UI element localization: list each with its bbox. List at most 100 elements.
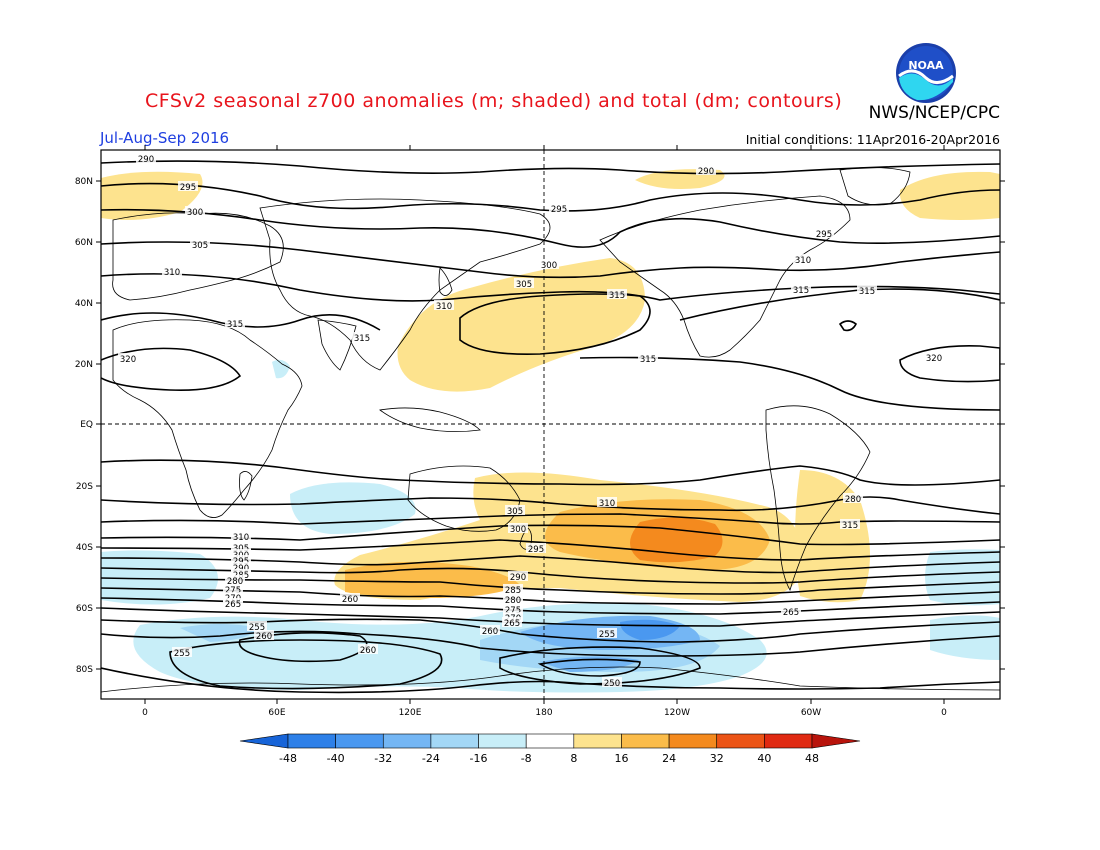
coastline-south-america	[765, 405, 871, 592]
contour-label-bg	[924, 352, 944, 362]
contour-label: 315	[842, 521, 858, 531]
contour-label: 275	[225, 586, 241, 596]
contour-255-loop-west	[238, 632, 368, 663]
contour-label-bg	[840, 519, 860, 529]
colorbar-swatch	[430, 733, 479, 749]
contour-label: 315	[640, 355, 656, 365]
coastlines	[101, 167, 1000, 693]
contour-label-bg	[340, 593, 360, 603]
contour-label: 300	[510, 525, 526, 535]
anomaly-south-indian-small	[272, 359, 290, 379]
contour-270-south	[101, 607, 1000, 627]
axis-ticks: 80N 60N 40N 20N EQ 20S 40S 60S 80S 0 60E 120E 180 120…	[75, 145, 1005, 718]
contour-label: 260	[482, 627, 498, 637]
anomaly-arctic-east	[899, 171, 1000, 220]
colorbar-label: 40	[757, 752, 771, 765]
colorbar-label: -40	[327, 752, 345, 765]
colorbar-label: 24	[662, 752, 676, 765]
contour-label: 295	[816, 230, 832, 240]
contour-label: 290	[510, 573, 526, 583]
colorbar-swatch	[764, 733, 813, 749]
contour-305-north	[101, 241, 1000, 279]
contour-label-bg	[508, 523, 528, 533]
colorbar-label: -16	[470, 752, 488, 765]
lat-tick-label: 80N	[75, 177, 93, 187]
colorbar-swatch	[287, 733, 336, 749]
contour-320-east	[899, 344, 1000, 383]
contour-label: 285	[505, 586, 521, 596]
contour-label-bg	[231, 555, 251, 565]
contour-label-bg	[597, 497, 617, 507]
contour-label-bg	[247, 621, 267, 631]
contour-label-bg	[358, 644, 378, 654]
contour-label: 280	[227, 577, 243, 587]
contour-label: 260	[256, 632, 272, 642]
colorbar-swatch	[335, 733, 384, 749]
contour-label: 315	[859, 287, 875, 297]
contour-250-loop-pacific	[537, 658, 641, 677]
contour-label-bg	[352, 332, 372, 342]
contour-label: 290	[138, 155, 154, 165]
contour-295-north	[101, 182, 1000, 212]
contour-label-bg	[172, 647, 192, 657]
contour-label-bg	[231, 531, 251, 541]
contour-label-bg	[696, 165, 716, 175]
contour-label: 305	[507, 507, 523, 517]
contour-label-bg	[597, 628, 617, 638]
contour-label-bg	[225, 575, 245, 585]
colorbar-swatch	[382, 733, 432, 749]
contour-label: 310	[233, 533, 249, 543]
lat-tick-label: 20S	[76, 482, 93, 492]
contour-label-bg	[162, 266, 182, 276]
contour-label-bg	[136, 153, 156, 163]
contour-label-bg	[814, 228, 834, 238]
lat-tick-label: 40N	[75, 299, 93, 309]
contour-label: 315	[793, 286, 809, 296]
coastline-india	[317, 319, 357, 371]
contour-label-bg	[508, 571, 528, 581]
colorbar: -48 -40 -32 -24 -16 -8 8 16 24 32 40 48	[239, 733, 861, 765]
contour-label-bg	[503, 604, 523, 614]
lon-tick-label: 180	[535, 708, 552, 718]
contour-label-bg	[178, 181, 198, 191]
coastline-indonesia	[379, 407, 481, 432]
colorbar-label: -8	[521, 752, 532, 765]
contour-label: 315	[354, 334, 370, 344]
coastline-antarctica	[101, 666, 1000, 693]
contour-label-bg	[223, 592, 243, 602]
colorbar-swatch	[478, 733, 527, 749]
anomaly-south-atlantic-east	[925, 549, 1000, 606]
lat-tick-label: 20N	[75, 360, 93, 370]
coastline-north-america	[599, 195, 851, 358]
lat-tick-label: 80S	[76, 665, 93, 675]
contour-label: 300	[541, 261, 557, 271]
contour-label-bg	[190, 239, 210, 249]
contour-295-south	[101, 555, 1000, 574]
contour-label-bg	[514, 278, 534, 288]
contour-label-bg	[549, 203, 569, 213]
contour-315-south-2	[101, 496, 1000, 515]
contour-label: 305	[516, 280, 532, 290]
contour-label-bg	[781, 606, 801, 616]
contour-label: 250	[604, 679, 620, 689]
contour-label: 320	[926, 354, 942, 364]
colorbar-label: -32	[374, 752, 392, 765]
contour-260-south	[101, 630, 1000, 657]
colorbar-arrow-left	[239, 733, 289, 749]
anomaly-indian-ocean-16-neg	[180, 624, 260, 642]
contour-label-bg	[434, 300, 454, 310]
contour-305-south	[101, 524, 1000, 546]
contour-label-bg	[225, 318, 245, 328]
lat-tick-label: 60N	[75, 238, 93, 248]
noaa-logo: NOAA	[896, 43, 956, 103]
contour-label: 310	[795, 256, 811, 266]
contour-label-bg	[793, 254, 813, 264]
colorbar-label: 32	[710, 752, 724, 765]
colorbar-label: 16	[614, 752, 628, 765]
noaa-logo-text: NOAA	[908, 59, 944, 72]
contour-label: 295	[528, 545, 544, 555]
contour-label-bg	[231, 569, 251, 579]
lat-tick-label: 60S	[76, 604, 93, 614]
contour-label: 260	[360, 646, 376, 656]
contour-label: 295	[180, 183, 196, 193]
